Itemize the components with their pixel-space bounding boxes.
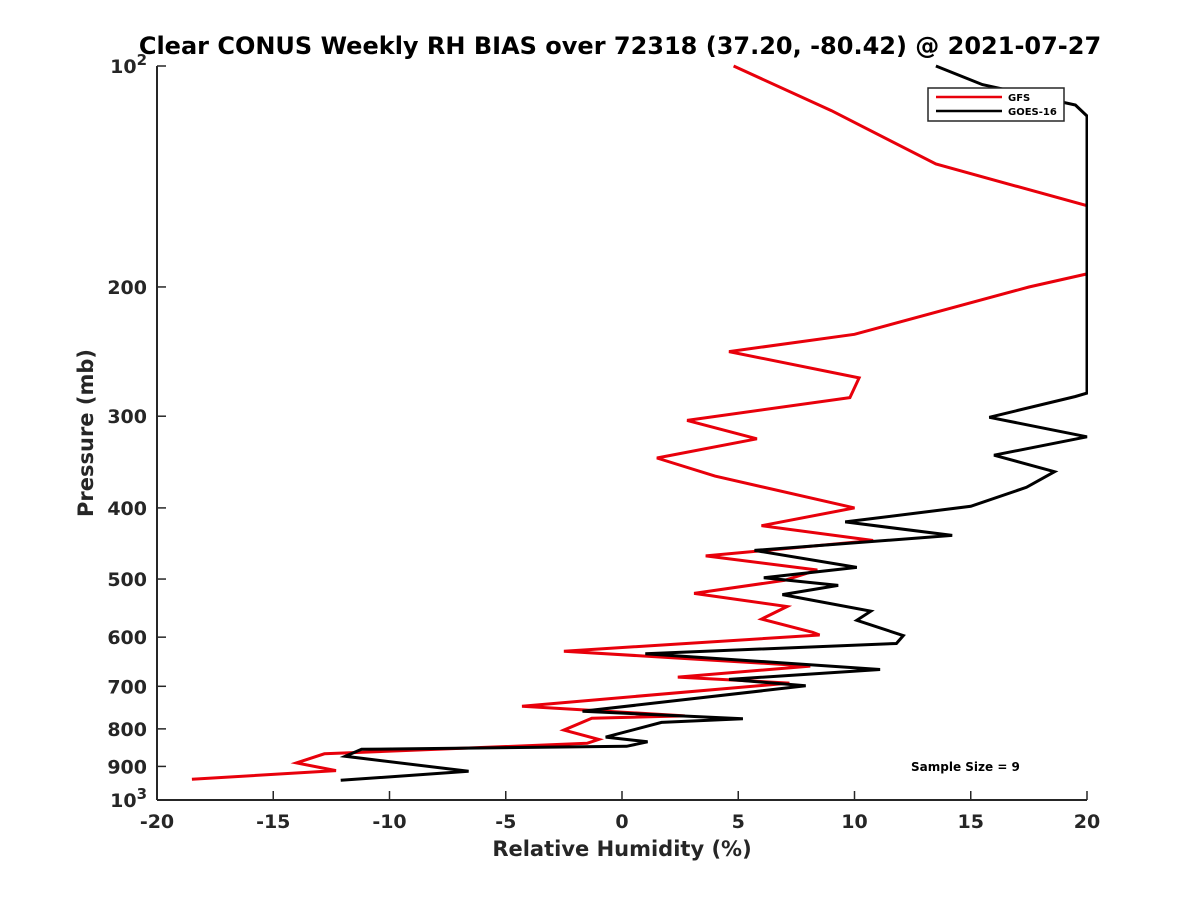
x-tick-label: -5 [495, 811, 516, 833]
x-tick-label: 15 [958, 811, 984, 833]
y-tick-base: 10 [110, 56, 136, 78]
legend-label: GFS [1008, 93, 1030, 104]
series-line-gfs [191, 64, 1088, 781]
y-tick-label: 103 [110, 785, 147, 812]
y-tick-exponent: 2 [137, 51, 147, 69]
y-tick-label: 700 [107, 676, 147, 698]
y-tick-label: 200 [107, 277, 147, 299]
y-tick-base: 10 [110, 790, 136, 812]
legend-box [927, 87, 1065, 122]
y-tick-label: 102 [110, 51, 147, 78]
x-tick-label: 0 [615, 811, 628, 833]
x-ticks: -20 -15 -10 -5 0 5 10 15 20 [140, 791, 1100, 833]
x-tick-label: 10 [841, 811, 867, 833]
y-tick-label: 600 [107, 627, 147, 649]
legend: GFS GOES-16 [927, 87, 1065, 122]
chart-title: Clear CONUS Weekly RH BIAS over 72318 (3… [139, 32, 1101, 60]
y-tick-exponent: 3 [137, 785, 147, 803]
x-tick-label: -10 [372, 811, 406, 833]
axes [156, 66, 1087, 801]
y-tick-label: 500 [107, 569, 147, 591]
y-tick-label: 800 [107, 719, 147, 741]
legend-label: GOES-16 [1008, 107, 1057, 118]
series-layer [191, 64, 1088, 782]
x-axis-label: Relative Humidity (%) [492, 837, 751, 861]
x-tick-label: -20 [140, 811, 174, 833]
x-tick-label: -15 [256, 811, 290, 833]
y-tick-label: 400 [107, 498, 147, 520]
sample-size-annotation: Sample Size = 9 [911, 760, 1020, 774]
x-tick-label: 20 [1074, 811, 1100, 833]
x-tick-label: 5 [732, 811, 745, 833]
y-tick-label: 900 [107, 756, 147, 778]
series-line-goes-16 [339, 64, 1088, 782]
y-tick-label: 300 [107, 406, 147, 428]
y-axis-label: Pressure (mb) [74, 349, 98, 517]
